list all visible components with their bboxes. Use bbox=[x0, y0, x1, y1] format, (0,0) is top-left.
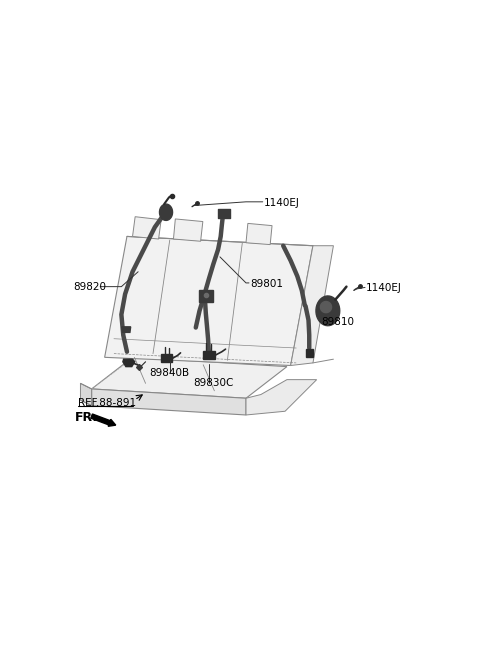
Polygon shape bbox=[92, 358, 287, 398]
Polygon shape bbox=[105, 236, 313, 365]
Text: 1140EJ: 1140EJ bbox=[264, 197, 300, 207]
Text: 89830C: 89830C bbox=[193, 379, 234, 388]
Polygon shape bbox=[305, 349, 313, 357]
Polygon shape bbox=[92, 389, 246, 415]
Polygon shape bbox=[290, 246, 334, 365]
Polygon shape bbox=[203, 350, 215, 359]
Polygon shape bbox=[122, 327, 131, 333]
Polygon shape bbox=[246, 380, 317, 415]
Polygon shape bbox=[159, 204, 173, 220]
Text: REF.88-891: REF.88-891 bbox=[78, 398, 136, 407]
Polygon shape bbox=[132, 216, 161, 239]
Text: 89801: 89801 bbox=[251, 279, 284, 289]
Text: 89810: 89810 bbox=[321, 317, 354, 327]
Text: FR.: FR. bbox=[75, 411, 98, 424]
Text: 1140EJ: 1140EJ bbox=[366, 283, 402, 293]
Text: 89820: 89820 bbox=[73, 282, 106, 293]
Polygon shape bbox=[316, 296, 340, 325]
Text: 89840B: 89840B bbox=[149, 368, 190, 378]
Polygon shape bbox=[321, 302, 332, 313]
Polygon shape bbox=[161, 354, 172, 362]
Polygon shape bbox=[246, 224, 272, 245]
Polygon shape bbox=[123, 359, 135, 367]
Polygon shape bbox=[81, 383, 92, 405]
Polygon shape bbox=[199, 289, 213, 302]
Polygon shape bbox=[173, 219, 203, 241]
FancyArrow shape bbox=[91, 414, 116, 426]
